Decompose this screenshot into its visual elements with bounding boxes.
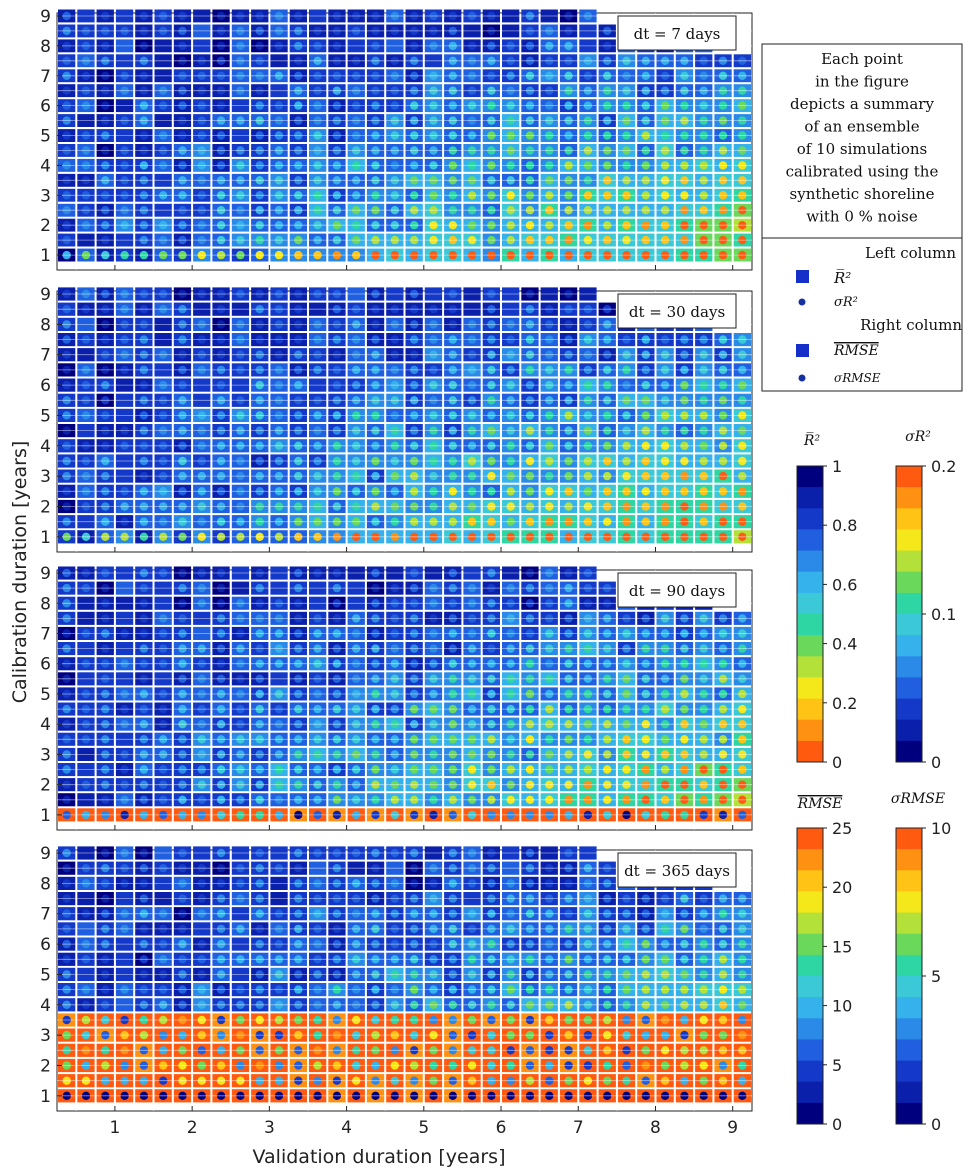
panel-frame xyxy=(56,12,753,271)
y-tick-label: 2 xyxy=(40,216,51,236)
panel-ticks: 1 2 3 4 5 6 7 8 9 xyxy=(40,564,734,830)
y-tick-label: 9 xyxy=(40,285,51,305)
y-tick-label: 2 xyxy=(40,497,51,517)
y-tick-label: 8 xyxy=(40,315,51,335)
y-tick-label: 1 xyxy=(40,806,51,826)
y-tick-label: 3 xyxy=(40,467,51,487)
y-tick-label: 6 xyxy=(40,97,51,117)
panel-2: 1 2 3 4 5 6 7 8 9 dt = 30 days xyxy=(40,285,753,553)
y-tick-label: 1 xyxy=(40,528,51,548)
panel-ticks: 1 2 3 4 5 6 7 8 9 xyxy=(40,285,734,552)
panel-label: dt = 90 days xyxy=(629,582,725,600)
y-tick-label: 8 xyxy=(40,594,51,614)
y-tick-label: 2 xyxy=(40,776,51,796)
y-tick-label: 7 xyxy=(40,67,51,87)
y-tick-label: 3 xyxy=(40,745,51,765)
panel-label-box xyxy=(617,572,737,608)
panel-label-box xyxy=(617,293,737,329)
y-tick-label: 4 xyxy=(40,437,51,457)
y-tick-label: 6 xyxy=(40,376,51,396)
panel-grid xyxy=(57,850,752,1111)
y-tick-label: 6 xyxy=(40,655,51,675)
panel-3: 1 2 3 4 5 6 7 8 9 dt = 90 days xyxy=(40,564,753,831)
heatmap-panels: 1 2 3 4 5 6 7 8 9 dt = 7 days 1 2 3 4 5 6 7 8 9 dt = 30 day… xyxy=(40,7,753,1138)
panel-label: dt = 30 days xyxy=(629,303,725,321)
panel-cells xyxy=(58,846,751,1103)
y-tick-label: 7 xyxy=(40,624,51,644)
panel-label-box xyxy=(617,15,737,51)
y-tick-label: 4 xyxy=(40,156,51,176)
y-tick-label: 7 xyxy=(40,346,51,366)
panel-frame xyxy=(56,290,753,553)
y-tick-label: 3 xyxy=(40,186,51,206)
panel-1: 1 2 3 4 5 6 7 8 9 dt = 7 days xyxy=(40,7,753,271)
y-tick-label: 9 xyxy=(40,564,51,584)
panel-frame xyxy=(56,569,753,831)
y-tick-label: 4 xyxy=(40,715,51,735)
panel-label: dt = 7 days xyxy=(634,25,721,43)
y-tick-label: 5 xyxy=(40,685,51,705)
y-tick-label: 1 xyxy=(40,246,51,266)
panel-frame xyxy=(56,849,753,1112)
y-tick-label: 9 xyxy=(40,7,51,27)
panel-grid xyxy=(57,13,752,270)
panel-ticks: 1 2 3 4 5 6 7 8 9 xyxy=(40,7,734,270)
y-tick-label: 8 xyxy=(40,37,51,57)
y-tick-label: 5 xyxy=(40,127,51,147)
y-tick-label: 5 xyxy=(40,406,51,426)
